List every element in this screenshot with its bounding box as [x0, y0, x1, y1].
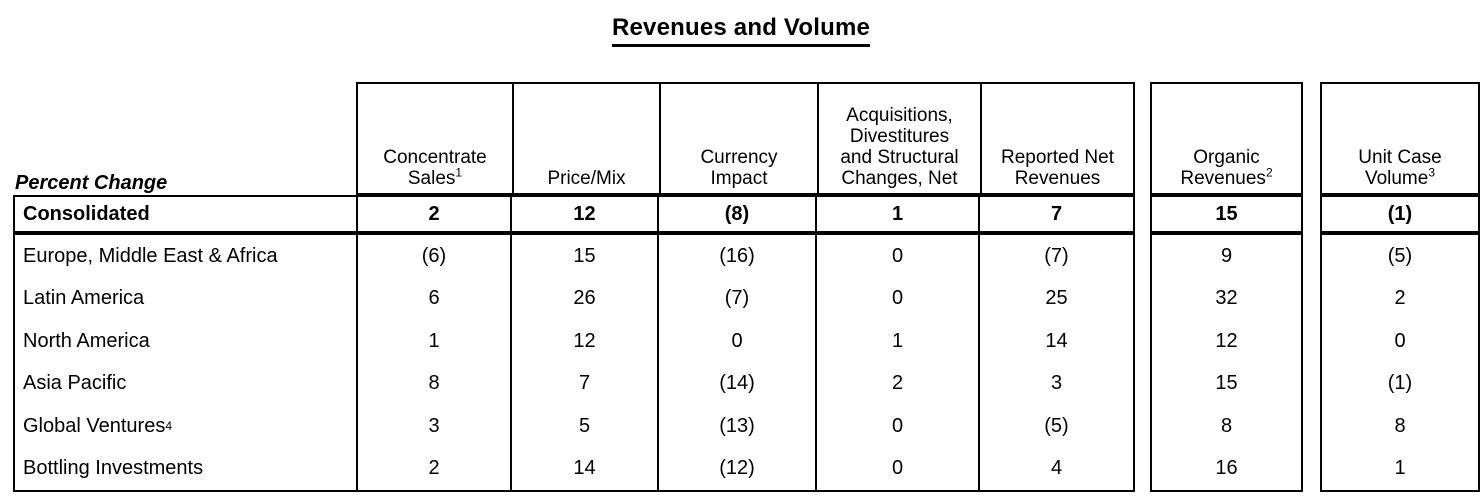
- column-header-text: Unit Case Volume: [1358, 147, 1442, 189]
- row-label-consolidated: Consolidated: [23, 202, 150, 225]
- page-title: Revenues and Volume: [611, 14, 871, 47]
- cell-value: 6: [356, 277, 510, 320]
- row-label-text: Europe, Middle East & Africa: [23, 244, 278, 267]
- cell-value: 1: [815, 320, 978, 363]
- column-header-acquisitions: Acquisitions, Divestitures and Structura…: [817, 84, 980, 193]
- column-header-unit-case-volume: Unit Case Volume3: [1322, 84, 1478, 193]
- cell-value: 8: [356, 362, 510, 405]
- footnote-marker: 3: [1428, 165, 1436, 180]
- cell-unit-case-value: (5): [1387, 244, 1413, 267]
- cell-value: 25: [978, 277, 1133, 320]
- cell-value: (13): [657, 405, 815, 448]
- cell-value: 0: [815, 277, 978, 320]
- cell-value: 4: [978, 447, 1133, 490]
- table-row-bottling-investments: Bottling Investments 2 14 (12) 0 4: [15, 447, 1133, 491]
- regions-box-unit-case-volume: (5) 2 0 (1) 8 1: [1320, 233, 1480, 492]
- header-box-main: Concentrate Sales1 Price/Mix Currency Im…: [356, 82, 1135, 195]
- cell-value: 3: [978, 362, 1133, 405]
- cell-consolidated-acquisitions: 1: [815, 197, 978, 231]
- cell-value: 7: [510, 362, 657, 405]
- cell-value: 5: [510, 405, 657, 448]
- cell-value: 2: [815, 362, 978, 405]
- cell-consolidated-unit-case-volume: (1): [1387, 202, 1413, 225]
- table-row-latin-america: Latin America 6 26 (7) 0 25: [15, 277, 1133, 321]
- row-label-text: Bottling Investments: [23, 457, 204, 480]
- cell-consolidated-organic-revenues: 15: [1215, 202, 1238, 225]
- cell-value: 26: [510, 277, 657, 320]
- column-header-text: Price/Mix: [547, 168, 626, 189]
- consolidated-row-unit-case: (1): [1320, 195, 1480, 233]
- cell-value: 0: [815, 235, 978, 278]
- cell-consolidated-reported-net-revenues: 7: [978, 197, 1133, 231]
- cell-value: 2: [356, 447, 510, 490]
- cell-value: 0: [815, 447, 978, 490]
- column-header-text: Organic Revenues: [1180, 147, 1266, 189]
- title-row: Revenues and Volume: [0, 14, 1482, 47]
- cell-organic-value: 15: [1215, 372, 1238, 395]
- column-header-organic-revenues: Organic Revenues2: [1152, 84, 1301, 193]
- column-header-currency-impact: Currency Impact: [659, 84, 817, 193]
- table-row-global-ventures: Global Ventures 4 3 5 (13) 0 (5): [15, 405, 1133, 448]
- cell-consolidated-currency-impact: (8): [657, 197, 815, 231]
- cell-unit-case-value: (1): [1387, 372, 1413, 395]
- row-label-text: Global Ventures: [23, 414, 166, 437]
- cell-consolidated-concentrate-sales: 2: [356, 197, 510, 231]
- table-row-emea: Europe, Middle East & Africa (6) 15 (16)…: [15, 235, 1133, 278]
- percent-change-label: Percent Change: [15, 172, 168, 194]
- cell-unit-case-value: 2: [1394, 287, 1406, 310]
- consolidated-row-main: Consolidated 2 12 (8) 1 7: [13, 195, 1135, 233]
- column-header-concentrate-sales: Concentrate Sales1: [358, 84, 512, 193]
- row-label: Bottling Investments: [15, 448, 356, 491]
- column-header-reported-net-revenues: Reported Net Revenues: [980, 84, 1133, 193]
- consolidated-row-organic: 15: [1150, 195, 1303, 233]
- row-label-text: Latin America: [23, 287, 145, 310]
- cell-value: 12: [510, 320, 657, 363]
- cell-unit-case-value: 0: [1394, 329, 1406, 352]
- row-label: Europe, Middle East & Africa: [15, 235, 356, 278]
- row-label: Global Ventures 4: [23, 414, 173, 437]
- cell-value: 14: [510, 447, 657, 490]
- cell-value: 0: [815, 405, 978, 448]
- regions-box-organic-revenues: 9 32 12 15 8 16: [1150, 233, 1303, 492]
- column-header-text: Currency Impact: [700, 147, 778, 189]
- cell-organic-value: 16: [1215, 457, 1238, 480]
- cell-value: (5): [978, 405, 1133, 448]
- cell-organic-value: 8: [1220, 414, 1233, 437]
- cell-unit-case-value: 8: [1394, 414, 1406, 437]
- cell-value: (14): [657, 362, 815, 405]
- cell-value: (12): [657, 447, 815, 490]
- cell-value: (7): [657, 277, 815, 320]
- header-box-organic-revenues: Organic Revenues2: [1150, 82, 1303, 195]
- cell-value: (16): [657, 235, 815, 278]
- cell-value: (6): [356, 235, 510, 278]
- row-label-text: North America: [23, 329, 150, 352]
- column-header-text: Concentrate Sales: [383, 147, 487, 189]
- row-label: Latin America: [15, 278, 356, 321]
- column-header-text: Reported Net Revenues: [1000, 147, 1114, 189]
- cell-value: 15: [510, 235, 657, 278]
- table-row-north-america: North America 1 12 0 1 14: [15, 320, 1133, 363]
- cell-value: (7): [978, 235, 1133, 278]
- cell-unit-case-value: 1: [1394, 457, 1406, 480]
- cell-value: 14: [978, 320, 1133, 363]
- column-header-text: Acquisitions, Divestitures and Structura…: [840, 105, 959, 189]
- row-label-text: Asia Pacific: [23, 372, 127, 395]
- header-box-unit-case-volume: Unit Case Volume3: [1320, 82, 1480, 195]
- cell-organic-value: 32: [1215, 287, 1238, 310]
- footnote-marker: 1: [455, 165, 463, 180]
- cell-value: 1: [356, 320, 510, 363]
- cell-value: 0: [657, 320, 815, 363]
- row-label: Asia Pacific: [15, 363, 356, 406]
- row-label: North America: [15, 320, 356, 363]
- table-row-asia-pacific: Asia Pacific 8 7 (14) 2 3: [15, 362, 1133, 406]
- cell-consolidated-price-mix: 12: [510, 197, 657, 231]
- cell-organic-value: 12: [1215, 329, 1238, 352]
- regions-box-main: Europe, Middle East & Africa (6) 15 (16)…: [13, 233, 1135, 492]
- footnote-marker: 2: [1265, 165, 1273, 180]
- column-header-price-mix: Price/Mix: [512, 84, 659, 193]
- cell-value: 3: [356, 405, 510, 448]
- cell-organic-value: 9: [1220, 244, 1233, 267]
